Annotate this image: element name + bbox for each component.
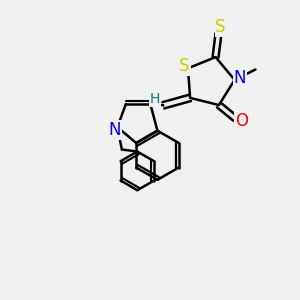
Text: H: H bbox=[150, 92, 160, 106]
Text: S: S bbox=[179, 57, 190, 75]
Text: O: O bbox=[235, 112, 248, 130]
Text: S: S bbox=[215, 18, 226, 36]
Text: N: N bbox=[234, 69, 246, 87]
Text: N: N bbox=[109, 121, 121, 139]
